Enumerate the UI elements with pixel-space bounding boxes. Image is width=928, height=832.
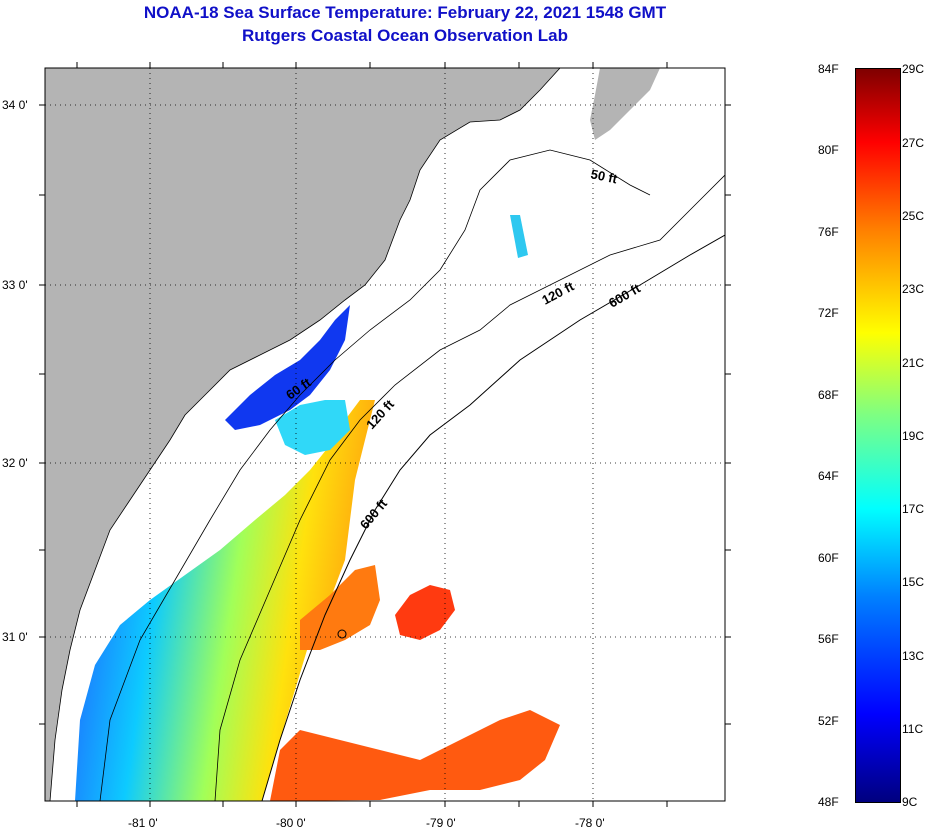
colorbar-f-label: 84F <box>818 62 839 76</box>
lon-label-79: -79 0' <box>426 816 456 830</box>
lon-label-81: -81 0' <box>128 816 158 830</box>
coastline <box>49 68 561 801</box>
colorbar-c-label: 27C <box>902 136 925 150</box>
temperature-colorbar <box>855 68 901 803</box>
axis-ticks <box>39 62 731 807</box>
isobath-120ft <box>214 174 725 801</box>
lon-label-80: -80 0' <box>276 816 306 830</box>
colorbar-f-label: 72F <box>818 306 839 320</box>
land-area-northeast <box>590 68 660 140</box>
colorbar-c-label: 9C <box>902 795 918 809</box>
colorbar-f-label: 80F <box>818 143 839 157</box>
colorbar-f-label: 52F <box>818 714 839 728</box>
colorbar-f-label: 64F <box>818 469 839 483</box>
station-marker <box>337 629 347 639</box>
sst-warm-patch-2 <box>395 585 455 640</box>
land-area <box>45 68 560 801</box>
sst-warm-patch-3 <box>270 710 560 801</box>
isobath-label-50ft: 50 ft <box>589 166 619 186</box>
colorbar-c-label: 19C <box>902 429 925 443</box>
lat-label-32: 32 0' <box>2 456 28 470</box>
colorbar-c-label: 29C <box>902 62 925 76</box>
sst-cyan-speck <box>510 215 528 258</box>
map-frame <box>44 67 726 802</box>
lat-label-33: 33 0' <box>2 278 28 292</box>
lat-label-34: 34 0' <box>2 98 28 112</box>
lat-label-31: 31 0' <box>2 630 28 644</box>
colorbar-f-label: 76F <box>818 225 839 239</box>
sst-blue-patch <box>225 305 350 430</box>
sst-cyan-patch <box>275 400 350 455</box>
colorbar-c-label: 25C <box>902 209 925 223</box>
colorbar-f-label: 60F <box>818 551 839 565</box>
colorbar-c-label: 23C <box>902 282 925 296</box>
isobath-50ft <box>99 149 651 801</box>
isobath-600ft <box>261 234 725 801</box>
colorbar-c-label: 11C <box>902 722 924 736</box>
colorbar-c-label: 21C <box>902 356 925 370</box>
colorbar-f-label: 56F <box>818 632 839 646</box>
map-subtitle: Rutgers Coastal Ocean Observation Lab <box>242 26 568 45</box>
map-title: NOAA-18 Sea Surface Temperature: Februar… <box>143 3 667 22</box>
colorbar-c-label: 17C <box>902 502 925 516</box>
colorbar-f-label: 68F <box>818 388 839 402</box>
lon-label-78: -78 0' <box>575 816 605 830</box>
sst-swath <box>75 400 375 801</box>
colorbar-c-label: 15C <box>902 575 925 589</box>
colorbar-f-label: 48F <box>818 795 839 809</box>
colorbar-c-label: 13C <box>902 649 925 663</box>
